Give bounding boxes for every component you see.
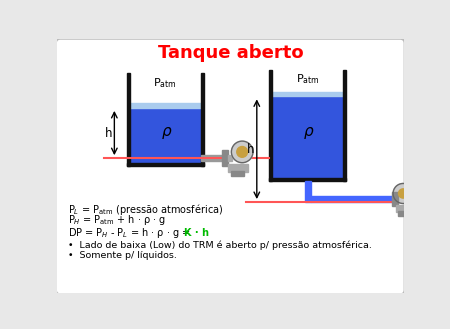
Circle shape <box>231 141 253 163</box>
Bar <box>228 155 232 161</box>
FancyBboxPatch shape <box>56 39 405 294</box>
Bar <box>396 205 413 212</box>
Bar <box>272 96 343 178</box>
Text: •  Lado de baixa (Low) do TRM é aberto p/ pressão atmosférica.: • Lado de baixa (Low) do TRM é aberto p/… <box>68 240 372 250</box>
Text: P$_{\mathregular{atm}}$: P$_{\mathregular{atm}}$ <box>296 72 320 86</box>
Text: $\rho$: $\rho$ <box>161 125 172 141</box>
Bar <box>311 196 392 202</box>
Text: P$_H$ = P$_{\mathregular{atm}}$ + h · ρ · g: P$_H$ = P$_{\mathregular{atm}}$ + h · ρ … <box>68 213 166 227</box>
Text: K · h: K · h <box>184 228 209 238</box>
Text: •  Somente p/ líquidos.: • Somente p/ líquidos. <box>68 251 177 260</box>
Bar <box>399 211 411 216</box>
Bar <box>201 155 222 161</box>
Text: h: h <box>104 127 112 139</box>
Bar <box>130 108 201 163</box>
Circle shape <box>237 146 248 157</box>
Text: h: h <box>247 143 254 156</box>
Bar <box>343 69 346 181</box>
Text: DP = P$_H$ - P$_L$ = h · ρ · g =: DP = P$_H$ - P$_L$ = h · ρ · g = <box>68 226 192 240</box>
Bar <box>228 164 248 172</box>
Text: Tanque aberto: Tanque aberto <box>158 43 303 62</box>
Circle shape <box>393 184 413 204</box>
Text: P$_{\mathregular{atm}}$: P$_{\mathregular{atm}}$ <box>153 76 177 89</box>
Bar <box>269 69 272 181</box>
Bar <box>272 92 343 96</box>
Text: $\rho$: $\rho$ <box>303 125 315 141</box>
Bar <box>127 73 130 166</box>
Bar <box>305 181 311 202</box>
Circle shape <box>399 189 408 198</box>
Bar <box>222 150 228 166</box>
Bar <box>269 178 346 181</box>
Bar <box>130 103 201 108</box>
Bar <box>392 192 399 206</box>
Bar <box>201 73 204 166</box>
Bar <box>230 171 244 176</box>
Bar <box>127 163 204 166</box>
Text: P$_L$ = P$_{\mathregular{atm}}$ (pressão atmosférica): P$_L$ = P$_{\mathregular{atm}}$ (pressão… <box>68 202 224 217</box>
